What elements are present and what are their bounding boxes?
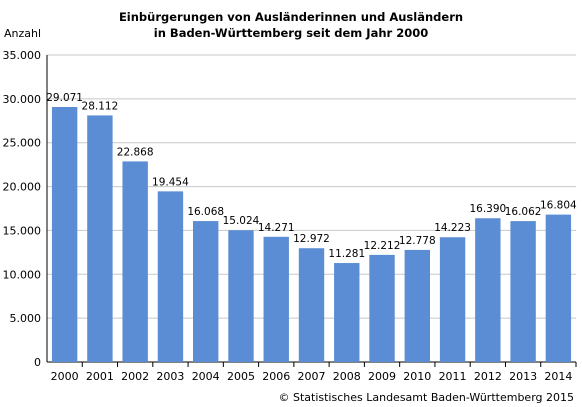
- bar: [545, 214, 572, 362]
- bar: [298, 248, 325, 362]
- x-tick-label: 2006: [262, 370, 290, 383]
- bar: [510, 221, 536, 362]
- y-axis-label: Anzahl: [4, 27, 42, 40]
- y-tick-label: 25.000: [3, 137, 42, 150]
- bar: [228, 230, 254, 362]
- y-tick-label: 15.000: [3, 224, 42, 237]
- x-tick-label: 2004: [192, 370, 220, 383]
- chart-title-block: Einbürgerungen von Ausländerinnen und Au…: [0, 9, 582, 41]
- x-tick-label: 2014: [544, 370, 572, 383]
- data-label: 14.271: [258, 222, 295, 234]
- data-label: 16.390: [469, 203, 506, 215]
- x-tick-label: 2012: [474, 370, 502, 383]
- data-label: 29.071: [46, 92, 83, 104]
- data-label: 14.223: [434, 222, 471, 234]
- data-label: 22.868: [117, 146, 154, 158]
- x-tick-label: 2010: [403, 370, 431, 383]
- bar: [404, 249, 430, 362]
- x-tick-label: 2003: [156, 370, 184, 383]
- x-tick-label: 2005: [227, 370, 255, 383]
- x-tick-label: 2001: [86, 370, 114, 383]
- chart-subtitle: in Baden-Württemberg seit dem Jahr 2000: [153, 26, 429, 40]
- x-tick-label: 2009: [368, 370, 396, 383]
- y-tick-label: 5.000: [10, 312, 42, 325]
- bar: [157, 191, 184, 362]
- bar: [122, 161, 148, 362]
- source-note: © Statistisches Landesamt Baden-Württemb…: [278, 391, 574, 404]
- bar: [334, 263, 360, 362]
- y-tick-label: 0: [34, 356, 41, 369]
- data-label: 12.212: [364, 240, 401, 252]
- x-tick-label: 2000: [51, 370, 79, 383]
- x-tick-label: 2002: [121, 370, 149, 383]
- x-tick-label: 2011: [439, 370, 467, 383]
- data-label: 16.062: [505, 206, 542, 218]
- bar: [87, 115, 113, 362]
- y-tick-label: 20.000: [3, 181, 42, 194]
- bar: [475, 218, 501, 362]
- x-tick-label: 2007: [298, 370, 326, 383]
- x-tick-label: 2008: [333, 370, 361, 383]
- data-label: 19.454: [152, 176, 189, 188]
- data-label: 15.024: [223, 215, 260, 227]
- bar: [439, 237, 466, 362]
- bar: [51, 107, 78, 362]
- data-label: 16.804: [540, 200, 577, 212]
- bar: [263, 236, 289, 362]
- data-label: 28.112: [82, 100, 119, 112]
- data-label: 12.778: [399, 235, 436, 247]
- y-tick-label: 35.000: [3, 49, 42, 62]
- data-label: 11.281: [328, 248, 365, 260]
- chart-title: Einbürgerungen von Ausländerinnen und Au…: [118, 10, 464, 24]
- data-label: 12.972: [293, 233, 330, 245]
- y-tick-label: 30.000: [3, 93, 42, 106]
- y-tick-label: 10.000: [3, 268, 42, 281]
- bar: [193, 221, 219, 362]
- bar: [369, 254, 395, 362]
- data-label: 16.068: [187, 206, 224, 218]
- x-tick-label: 2013: [509, 370, 537, 383]
